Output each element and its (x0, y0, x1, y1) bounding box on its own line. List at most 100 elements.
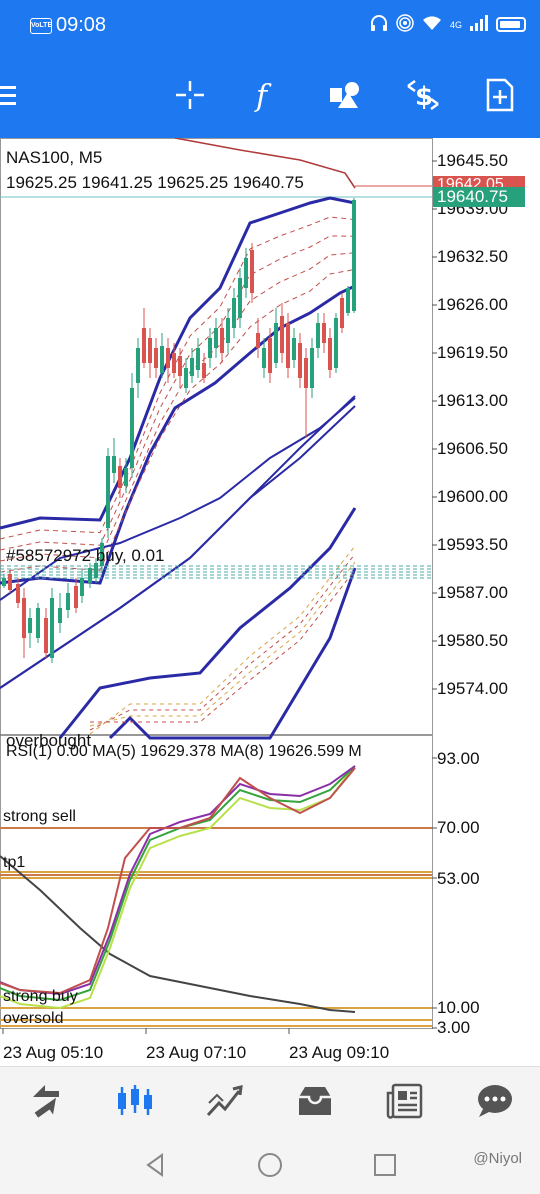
nav-chart[interactable] (109, 1075, 161, 1127)
trade-icon (206, 1084, 243, 1116)
candle-body (178, 356, 182, 376)
lower-band-line (0, 397, 356, 601)
candle-body (148, 338, 152, 363)
price-tick: 19593.50 (437, 535, 508, 554)
nav-news[interactable] (379, 1075, 431, 1127)
menu-button[interactable] (0, 74, 32, 116)
current-price-tag: 19640.75 (433, 187, 525, 207)
candle-body (88, 568, 92, 583)
candle-body (280, 316, 284, 353)
battery-icon (496, 17, 526, 32)
candle-body (44, 618, 48, 653)
new-order-icon (486, 78, 514, 112)
candle-body (94, 563, 98, 578)
candle-body (118, 466, 122, 488)
signal-icon (470, 15, 488, 34)
candle-body (22, 598, 26, 638)
trade-button[interactable]: $ (403, 74, 443, 116)
upper-band-bottom (0, 284, 356, 585)
candle-body (310, 348, 314, 388)
new-order-button[interactable] (480, 74, 520, 116)
crosshair-icon (176, 81, 204, 109)
crosshair-button[interactable] (170, 74, 210, 116)
chart-canvas[interactable] (0, 138, 540, 1066)
lower-envelope-mid (0, 405, 356, 689)
oversold-label: oversold (3, 1010, 64, 1027)
back-button[interactable] (140, 1150, 170, 1180)
indicators-icon: f (254, 79, 272, 112)
rsi-tick: 10.00 (437, 998, 480, 1017)
candle-body (220, 328, 224, 353)
upper-band-inner (0, 216, 356, 540)
home-button[interactable] (255, 1150, 285, 1180)
envelope-inner (89, 545, 356, 735)
candle-body (352, 200, 356, 311)
bottom-nav (0, 1066, 540, 1134)
candle-body (106, 456, 110, 528)
mailbox-icon (299, 1086, 331, 1115)
candle-body (286, 323, 290, 368)
candle-body (328, 338, 332, 370)
upper-band-top (0, 196, 356, 530)
candle-body (202, 363, 206, 378)
chat-icon (478, 1084, 512, 1117)
candle-body (250, 250, 254, 293)
candle-body (256, 333, 260, 348)
news-icon (386, 1083, 423, 1119)
candle-body (8, 574, 12, 590)
price-tick: 19626.00 (437, 295, 508, 314)
nav-quotes[interactable] (19, 1075, 71, 1127)
nav-chat[interactable] (469, 1075, 521, 1127)
home-icon (258, 1153, 282, 1177)
candle-body (184, 368, 188, 388)
price-chart[interactable]: NAS100, M5 19625.25 19641.25 19625.25 19… (0, 138, 540, 1066)
ma-mid-line (0, 765, 356, 1002)
envelope-inner (90, 569, 356, 723)
ohlc-label: 19625.25 19641.25 19625.25 19640.75 (6, 173, 304, 192)
candle-body (334, 318, 338, 368)
rsi-tick: 53.00 (437, 869, 480, 888)
candle-body (130, 388, 134, 468)
candle-body (226, 318, 230, 343)
wifi-icon (422, 15, 442, 34)
candle-body (196, 348, 200, 370)
candle-body (124, 468, 128, 486)
candle-body (292, 338, 296, 360)
objects-icon (330, 82, 359, 108)
upper-band-inner (0, 252, 356, 562)
symbol-label: NAS100, M5 (6, 148, 103, 167)
status-time: 09:08 (56, 14, 107, 36)
price-tick: 19600.00 (437, 487, 508, 506)
candle-body (214, 328, 218, 348)
candle-body (172, 353, 176, 373)
indicator-legend: RSI(1) 0.00 MA(5) 19629.378 MA(8) 19626.… (6, 743, 362, 760)
recents-button[interactable] (370, 1150, 400, 1180)
candle-body (304, 358, 308, 388)
lower-envelope-bottom (108, 567, 357, 740)
candle-body (346, 288, 350, 313)
rsi-slow-line (0, 855, 356, 1013)
svg-text:$: $ (415, 82, 433, 112)
nav-trade[interactable] (199, 1075, 251, 1127)
quotes-icon (33, 1084, 59, 1118)
watermark: @Niyol (473, 1150, 522, 1167)
indicators-button[interactable]: f (246, 74, 286, 116)
price-tick: 19613.00 (437, 391, 508, 410)
price-tick: 19580.50 (437, 631, 508, 650)
plot-frame (0, 138, 433, 1029)
candle-body (2, 578, 6, 586)
status-icons: 4G (370, 14, 526, 35)
nav-mailbox[interactable] (289, 1075, 341, 1127)
candle-body (274, 323, 278, 363)
price-tick: 19606.50 (437, 439, 508, 458)
back-icon (146, 1153, 163, 1177)
rsi-line (0, 767, 356, 995)
candle-body (28, 618, 32, 633)
candle-body (16, 584, 20, 603)
candle-body (232, 298, 236, 328)
svg-text:f: f (254, 79, 272, 112)
candle-body (66, 593, 70, 610)
rsi-tick: 70.00 (437, 818, 480, 837)
objects-button[interactable] (325, 74, 365, 116)
candle-body (112, 456, 116, 473)
